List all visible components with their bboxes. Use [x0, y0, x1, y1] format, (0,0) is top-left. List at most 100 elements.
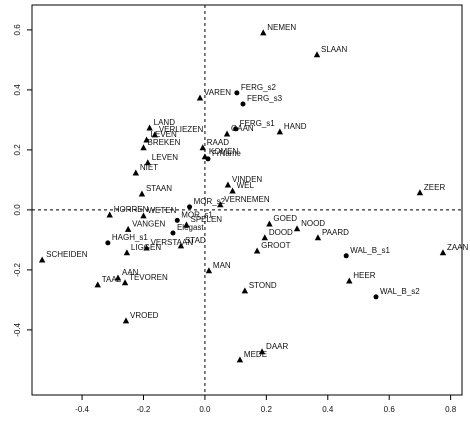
- point-label: KOMEN: [209, 147, 239, 156]
- x-tick-label: 0.4: [322, 405, 334, 414]
- point-label: MEDE: [244, 350, 267, 359]
- point-triangle: [183, 221, 190, 228]
- x-tick-label: -0.2: [137, 405, 151, 414]
- point-triangle: [346, 277, 353, 284]
- point-label: WAL_B_s2: [380, 287, 420, 296]
- point-triangle: [146, 124, 153, 131]
- point-triangle: [224, 181, 232, 188]
- point-triangle: [106, 211, 113, 218]
- point-triangle: [439, 249, 447, 256]
- point-label: NIET: [140, 163, 158, 172]
- point-triangle: [313, 51, 321, 58]
- point-label: SPELEN: [190, 215, 222, 224]
- point-label: HORREN: [114, 205, 149, 214]
- point-triangle: [144, 159, 151, 166]
- point-label: NEMEN: [267, 23, 296, 32]
- point-label: ZEER: [424, 183, 446, 192]
- point-triangle: [143, 136, 150, 143]
- point-triangle: [138, 190, 146, 197]
- point-triangle: [114, 274, 122, 281]
- point-label: STAAN: [146, 184, 172, 193]
- point-triangle: [151, 131, 159, 138]
- point-label: AAN: [122, 268, 139, 277]
- point-triangle: [258, 348, 266, 355]
- x-tick-label: -0.4: [75, 405, 89, 414]
- y-tick-label: 0.6: [13, 24, 22, 36]
- point-triangle: [229, 187, 236, 194]
- point-triangle: [132, 169, 140, 176]
- x-tick-label: 0.8: [445, 405, 457, 414]
- x-tick-label: 0.2: [261, 405, 273, 414]
- point-label: SLAAN: [321, 45, 347, 54]
- point-triangle: [124, 225, 132, 232]
- point-triangle: [241, 287, 249, 294]
- point-triangle: [266, 220, 273, 227]
- point-dot: [205, 156, 211, 162]
- point-label: WEL: [237, 181, 255, 190]
- point-label: HAND: [284, 122, 307, 131]
- point-label: DAAR: [266, 342, 288, 351]
- point-triangle: [217, 201, 224, 208]
- point-triangle: [199, 144, 206, 151]
- point-triangle: [416, 189, 424, 196]
- point-label: TAAL: [102, 275, 122, 284]
- point-label: VROED: [130, 311, 159, 320]
- point-label: STOND: [249, 281, 277, 290]
- point-triangle: [121, 279, 129, 286]
- y-tick-label: 0.4: [13, 84, 22, 96]
- point-label: Elegast: [177, 223, 204, 232]
- point-label: VINDEN: [232, 175, 262, 184]
- point-triangle: [253, 247, 261, 254]
- point-triangle: [314, 234, 322, 241]
- point-triangle: [261, 234, 269, 241]
- point-label: DOOD: [269, 228, 293, 237]
- point-triangle: [293, 225, 301, 232]
- point-dot: [105, 240, 111, 246]
- point-dot: [343, 253, 349, 259]
- point-label: GOED: [273, 214, 297, 223]
- x-tick-label: 0.6: [384, 405, 396, 414]
- y-tick-label: -0.4: [13, 322, 22, 336]
- point-label: FERG_s1: [240, 119, 276, 128]
- point-triangle: [205, 267, 213, 274]
- point-label: PAARD: [322, 228, 349, 237]
- point-label: NOOD: [301, 219, 325, 228]
- point-triangle: [223, 130, 231, 137]
- y-tick-label: 0.0: [13, 204, 22, 216]
- point-dot: [187, 204, 193, 210]
- point-triangle: [122, 317, 130, 324]
- point-triangle: [143, 244, 150, 251]
- point-label: MAN: [213, 261, 231, 270]
- point-triangle: [177, 242, 185, 249]
- point-label: WETEN: [147, 206, 176, 215]
- point-triangle: [196, 94, 204, 101]
- point-label: LAND: [154, 118, 176, 127]
- point-label: LEVEN: [151, 130, 177, 139]
- plot-frame: [31, 4, 463, 396]
- point-triangle: [276, 128, 284, 135]
- point-label: ZAAN: [447, 243, 469, 252]
- point-label: SCHEIDEN: [46, 250, 88, 259]
- point-label: BREKEN: [147, 138, 180, 147]
- point-dot: [234, 90, 240, 96]
- point-label: OAAN: [231, 124, 254, 133]
- point-label: VERLIEZEN: [159, 125, 204, 134]
- point-label: VERSTAAN: [151, 238, 194, 247]
- point-label: MOR_s1: [181, 211, 213, 220]
- point-label: WAL_B_s1: [350, 246, 390, 255]
- point-dot: [170, 230, 176, 236]
- point-label: VAREN: [204, 88, 231, 97]
- point-dot: [174, 217, 180, 223]
- point-label: STAD: [185, 236, 206, 245]
- point-label: RAAD: [207, 138, 229, 147]
- point-triangle: [38, 256, 46, 263]
- point-dot: [373, 294, 379, 300]
- point-label: HEER: [353, 271, 375, 280]
- point-label: FERG_s3: [247, 94, 283, 103]
- point-label: FrName: [212, 149, 241, 158]
- point-dot: [240, 101, 246, 107]
- point-label: LEVEN: [152, 153, 178, 162]
- point-triangle: [236, 356, 244, 363]
- point-label: GROOT: [261, 241, 290, 250]
